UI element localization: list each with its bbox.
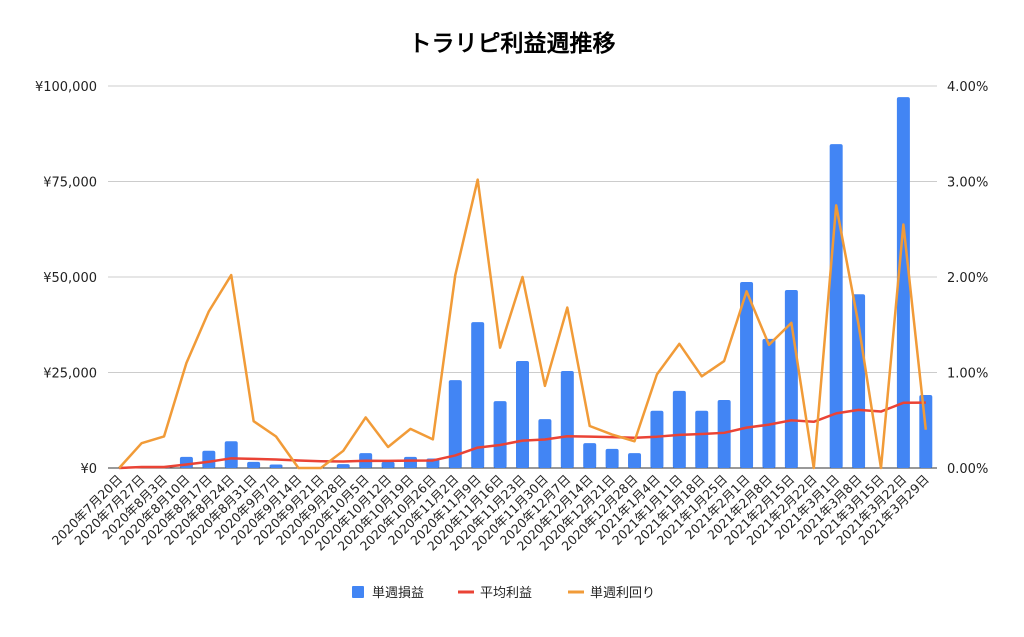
bar	[382, 462, 395, 468]
bar	[180, 457, 193, 468]
legend-item[interactable]: 平均利益	[458, 586, 532, 601]
legend-label: 平均利益	[480, 586, 532, 601]
legend-item[interactable]: 単週損益	[352, 585, 424, 601]
y-right-tick-label: 3.00%	[947, 176, 988, 191]
bar	[561, 371, 574, 468]
y-right-tick-label: 4.00%	[947, 80, 988, 95]
bar	[516, 361, 529, 468]
bar	[404, 457, 417, 468]
y-left-tick-label: ¥25,000	[43, 367, 97, 382]
bar	[740, 282, 753, 468]
bar	[919, 395, 932, 468]
y-right-tick-label: 1.00%	[947, 367, 988, 382]
bar	[762, 339, 775, 468]
legend-swatch	[352, 586, 364, 598]
bar	[830, 144, 843, 468]
y-left-tick-label: ¥50,000	[43, 271, 97, 286]
bar	[337, 464, 350, 468]
legend-label: 単週利回り	[590, 585, 655, 601]
bar	[225, 441, 238, 468]
bar	[673, 391, 686, 468]
bar	[270, 465, 283, 468]
legend-item[interactable]: 単週利回り	[568, 585, 655, 601]
bar	[695, 411, 708, 468]
bar	[202, 451, 215, 468]
y-right-tick-label: 2.00%	[947, 271, 988, 286]
y-right-tick-label: 0.00%	[947, 462, 988, 477]
bar	[628, 453, 641, 468]
chart-title: トラリピ利益週推移	[409, 30, 616, 57]
bar	[538, 419, 551, 468]
y-left-tick-label: ¥100,000	[35, 80, 97, 95]
y-left-tick-label: ¥75,000	[43, 176, 97, 191]
bar	[583, 443, 596, 468]
bar	[494, 401, 507, 468]
bar	[247, 462, 260, 468]
bar	[785, 290, 798, 468]
bar	[650, 411, 663, 468]
y-left-tick-label: ¥0	[80, 462, 97, 477]
bar	[606, 449, 619, 468]
legend-label: 単週損益	[372, 585, 424, 601]
